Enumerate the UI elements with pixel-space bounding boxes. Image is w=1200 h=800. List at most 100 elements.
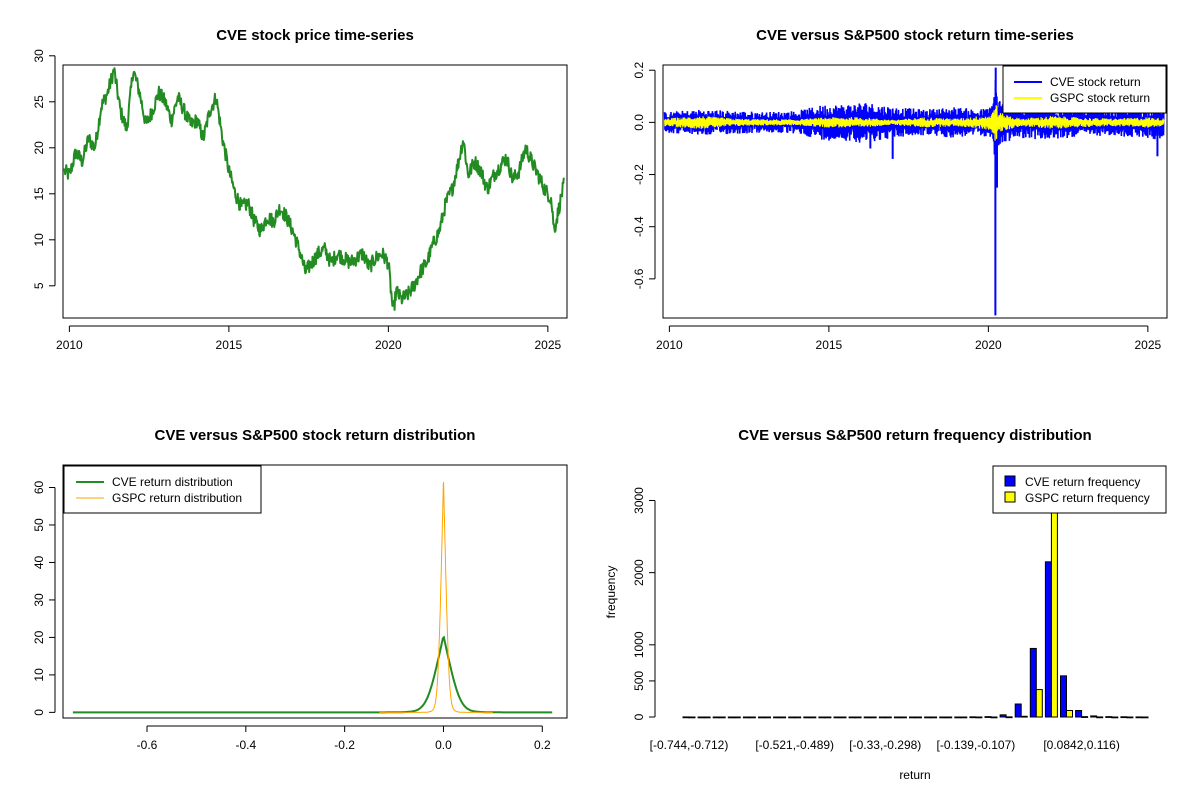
y-tick-label: 0 xyxy=(632,713,646,720)
y-tick-label: -0.6 xyxy=(632,268,646,289)
chart-title: CVE stock price time-series xyxy=(216,27,414,44)
x-tick-label: [-0.139,-0.107) xyxy=(937,738,1016,752)
return-timeseries-panel: CVE versus S&P500 stock return time-seri… xyxy=(632,27,1168,352)
y-tick-label: 20 xyxy=(32,141,46,155)
y-tick-label: 3000 xyxy=(632,487,646,514)
x-tick-label: [-0.744,-0.712) xyxy=(650,738,729,752)
x-tick-label: [0.0842,0.116) xyxy=(1043,738,1120,752)
y-tick-label: 30 xyxy=(32,49,46,63)
gspc-frequency-bar xyxy=(1005,716,1013,719)
cve-frequency-bar xyxy=(984,716,992,718)
cve-density-line xyxy=(72,635,553,714)
gspc-frequency-bar xyxy=(809,716,817,719)
gspc-frequency-bar xyxy=(733,716,741,719)
cve-frequency-bar xyxy=(758,716,765,719)
gspc-frequency-bar xyxy=(930,716,938,719)
y-tick-label: 10 xyxy=(32,233,46,247)
gspc-frequency-bar xyxy=(975,716,983,719)
cve-frequency-bar xyxy=(1120,716,1128,719)
x-tick-label: 2020 xyxy=(375,338,402,352)
gspc-frequency-bar xyxy=(1081,716,1089,718)
gspc-frequency-bar xyxy=(1126,716,1134,719)
cve-frequency-bar xyxy=(773,716,781,719)
y-tick-label: 15 xyxy=(32,187,46,201)
gspc-frequency-bar xyxy=(1141,716,1149,719)
price-line-group xyxy=(63,67,565,311)
gspc-frequency-bar xyxy=(1050,499,1058,718)
x-tick-label: 0.0 xyxy=(435,738,452,752)
y-tick-label: 50 xyxy=(32,518,46,532)
x-tick-label: [-0.33,-0.298) xyxy=(849,738,921,752)
cve-frequency-bar xyxy=(863,716,871,719)
price-chart-panel: CVE stock price time-series 2010 2015 2020… xyxy=(32,27,568,352)
cve-frequency-bar xyxy=(1060,675,1067,718)
legend-swatch-gspc xyxy=(1004,491,1016,503)
x-tick-label: 2015 xyxy=(816,338,843,352)
gspc-frequency-bar xyxy=(945,716,953,719)
cve-frequency-bar xyxy=(1044,561,1052,718)
x-tick-label: 2025 xyxy=(1135,338,1162,352)
gspc-frequency-bar xyxy=(824,716,832,719)
legend: CVE return distribution GSPC return dist… xyxy=(63,465,262,514)
gspc-density-line xyxy=(379,482,493,713)
cve-frequency-bar xyxy=(803,716,811,719)
cve-frequency-bar xyxy=(1014,703,1022,718)
legend-label-cve: CVE return distribution xyxy=(112,475,233,489)
cve-frequency-bar xyxy=(1075,710,1083,718)
y-tick-label: 10 xyxy=(32,668,46,682)
cve-frequency-bar xyxy=(1090,715,1098,718)
gspc-frequency-bar xyxy=(1066,710,1073,718)
y-tick-label: 5 xyxy=(32,282,46,289)
gspc-frequency-bar xyxy=(748,716,756,719)
gspc-frequency-bar xyxy=(794,716,802,719)
gspc-frequency-bar xyxy=(1096,716,1104,719)
gspc-frequency-bar xyxy=(764,716,771,719)
cve-frequency-bar xyxy=(1029,647,1037,718)
axes: 0 500 1000 2000 3000 [-0.744,-0.712) [-0.521,-… xyxy=(632,487,1120,752)
legend-box xyxy=(992,465,1167,514)
x-tick-label: [-0.521,-0.489) xyxy=(755,738,834,752)
y-tick-label: 2000 xyxy=(632,559,646,586)
gspc-frequency-bar xyxy=(688,716,696,719)
legend: CVE stock return GSPC stock return xyxy=(1002,65,1167,114)
cve-frequency-bar xyxy=(712,716,720,719)
y-tick-label: -0.4 xyxy=(632,216,646,237)
legend: CVE return frequency GSPC return frequen… xyxy=(992,465,1167,514)
gspc-frequency-bar xyxy=(884,716,892,719)
gspc-frequency-bar xyxy=(718,716,726,719)
return-histogram-panel: CVE versus S&P500 return frequency distr… xyxy=(604,427,1167,782)
cve-frequency-bar xyxy=(878,716,886,719)
cve-frequency-bar xyxy=(788,716,796,719)
price-line xyxy=(63,67,565,311)
gspc-return-line xyxy=(664,105,1165,141)
cve-frequency-bar xyxy=(999,714,1007,718)
cve-frequency-bar xyxy=(924,716,932,719)
y-tick-label: 0.0 xyxy=(632,114,646,131)
cve-frequency-bar xyxy=(697,716,705,719)
density-group xyxy=(72,482,553,714)
x-tick-label: 2025 xyxy=(535,338,562,352)
gspc-frequency-bar xyxy=(703,716,711,719)
y-tick-label: 500 xyxy=(632,671,646,691)
gspc-frequency-bar xyxy=(1111,716,1119,719)
cve-frequency-bar xyxy=(909,716,916,719)
histogram-bars-group xyxy=(682,499,1149,719)
legend-label-cve: CVE return frequency xyxy=(1025,475,1140,489)
gspc-frequency-bar xyxy=(990,716,998,719)
cve-frequency-bar xyxy=(1135,716,1143,719)
cve-frequency-bar xyxy=(848,716,856,719)
cve-frequency-bar xyxy=(742,716,750,719)
cve-frequency-bar xyxy=(818,716,826,719)
gspc-frequency-bar xyxy=(839,716,847,719)
chart-title: CVE versus S&P500 return frequency distr… xyxy=(738,427,1091,444)
x-tick-label: -0.2 xyxy=(334,738,355,752)
y-tick-label: -0.2 xyxy=(632,164,646,185)
gspc-frequency-bar xyxy=(960,716,968,719)
plot-frame xyxy=(62,464,568,719)
legend-box xyxy=(1002,65,1167,114)
x-tick-label: 2010 xyxy=(56,338,83,352)
return-density-panel: CVE versus S&P500 stock return distribut… xyxy=(32,427,568,752)
gspc-frequency-bar xyxy=(1020,715,1028,718)
